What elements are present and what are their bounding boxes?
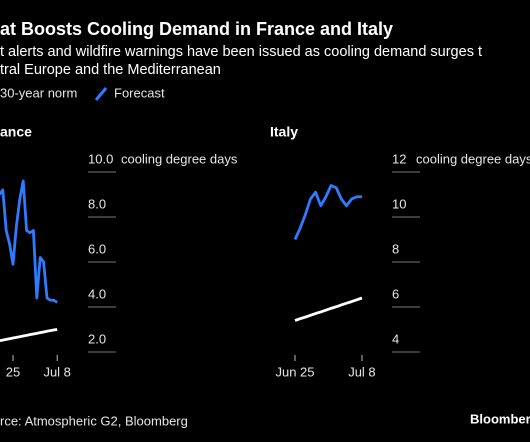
legend-label: Forecast <box>114 85 165 100</box>
x-tick-label: Jul 8 <box>348 364 375 379</box>
y-tick-label: 12 <box>392 151 406 166</box>
x-tick-label: Jun 25 <box>275 364 314 379</box>
x-tick-label: 25 <box>6 364 20 379</box>
y-tick-label: 2.0 <box>88 331 106 346</box>
subtitle: t alerts and wildfire warnings have been… <box>0 44 482 60</box>
y-tick-label: 6.0 <box>88 241 106 256</box>
panel-title: Italy <box>270 124 298 140</box>
series-line <box>294 296 363 322</box>
x-tick-label: Jul 8 <box>43 364 70 379</box>
legend-swatch <box>94 87 108 101</box>
y-tick-label: 4 <box>392 331 399 346</box>
y-tick-label: 10.0 <box>88 151 113 166</box>
series-line <box>0 179 58 304</box>
y-tick-label: 4.0 <box>88 286 106 301</box>
title: at Boosts Cooling Demand in France and I… <box>0 19 393 39</box>
legend-label: 30-year norm <box>0 85 77 100</box>
y-axis-label: cooling degree days <box>121 151 238 166</box>
series-line <box>293 184 362 241</box>
source: rce: Atmospheric G2, Bloomberg <box>0 413 188 428</box>
panel-title: ance <box>0 124 32 140</box>
y-tick-label: 10 <box>392 196 406 211</box>
y-axis-label: cooling degree days <box>416 151 530 166</box>
y-tick-label: 8.0 <box>88 196 106 211</box>
y-tick-label: 8 <box>392 241 399 256</box>
series-line <box>0 328 58 343</box>
brand: Bloomberg <box>470 411 530 426</box>
y-tick-label: 6 <box>392 286 399 301</box>
subtitle: tral Europe and the Mediterranean <box>0 62 221 78</box>
